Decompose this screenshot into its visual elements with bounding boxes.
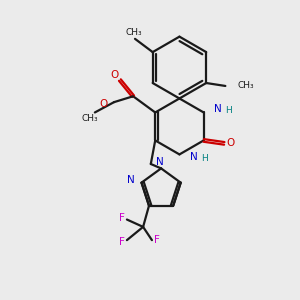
Text: O: O (226, 138, 234, 148)
Text: O: O (99, 99, 107, 109)
Text: H: H (201, 154, 207, 163)
Text: H: H (225, 106, 232, 115)
Text: N: N (156, 157, 164, 167)
Text: F: F (154, 235, 160, 245)
Text: O: O (110, 70, 119, 80)
Text: N: N (127, 175, 135, 185)
Text: CH₃: CH₃ (125, 28, 142, 38)
Text: F: F (119, 213, 124, 223)
Text: N: N (214, 104, 222, 114)
Text: CH₃: CH₃ (82, 114, 98, 123)
Text: CH₃: CH₃ (238, 82, 254, 91)
Text: N: N (190, 152, 197, 162)
Text: F: F (119, 237, 124, 247)
